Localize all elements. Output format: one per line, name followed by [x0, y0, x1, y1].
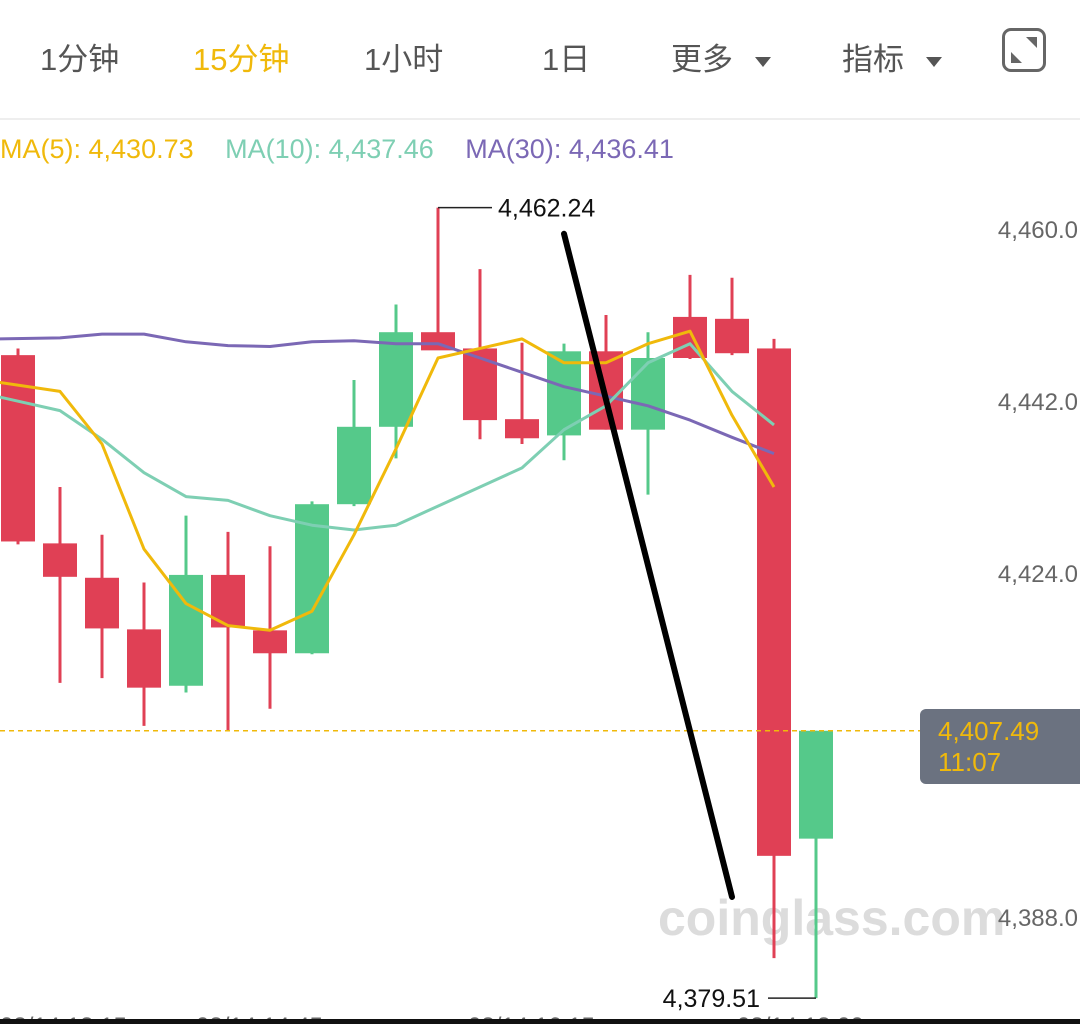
candle-body: [799, 730, 833, 839]
candle[interactable]: [421, 207, 455, 351]
tab-1min[interactable]: 1分钟: [40, 42, 120, 77]
caret-down-icon: [926, 56, 942, 67]
candle[interactable]: [547, 343, 581, 461]
candle[interactable]: [211, 531, 245, 731]
x-tick-label: 08/14 14:45: [196, 1013, 323, 1024]
ma10-legend: MA(10): 4,437.46: [225, 134, 434, 164]
y-tick-label: 4,442.0: [998, 389, 1078, 416]
tab-1day[interactable]: 1日: [542, 42, 591, 77]
high-price-label: 4,462.24: [498, 195, 595, 223]
x-tick-label: 08/14 13:15: [0, 1013, 127, 1024]
low-price-label: 4,379.51: [663, 985, 760, 1013]
candle[interactable]: [337, 379, 371, 507]
ma5-line: [0, 329, 776, 632]
candle[interactable]: [673, 274, 707, 359]
candle[interactable]: [253, 546, 287, 709]
ma-legend: MA(5): 4,430.73 MA(10): 4,437.46 MA(30):…: [0, 134, 698, 165]
fullscreen-button[interactable]: [1002, 28, 1046, 72]
expand-icon: [1011, 37, 1037, 63]
candle-body: [295, 504, 329, 654]
candle[interactable]: [799, 730, 833, 999]
tab-1hour[interactable]: 1小时: [364, 42, 444, 77]
candle-body: [85, 577, 119, 629]
candle[interactable]: [757, 338, 791, 959]
x-tick-label: 08/14 18:00: [737, 1013, 864, 1024]
candle[interactable]: [169, 515, 203, 693]
ma5-legend: MA(5): 4,430.73: [0, 134, 194, 164]
y-tick-label: 4,424.0: [998, 561, 1078, 588]
tab-indicators-dropdown[interactable]: 指标: [842, 34, 942, 79]
candle[interactable]: [85, 534, 119, 679]
candle[interactable]: [295, 501, 329, 655]
y-tick-label: 4,388.0: [998, 905, 1078, 932]
ma30-legend: MA(30): 4,436.41: [465, 134, 674, 164]
caret-down-icon: [755, 56, 771, 67]
candle-body: [253, 630, 287, 654]
candle[interactable]: [505, 342, 539, 444]
bottom-bar: [0, 1019, 1080, 1024]
candle-body: [757, 348, 791, 856]
current-price-tag: 4,407.49 11:07: [920, 709, 1080, 784]
candle-body: [127, 629, 161, 688]
x-tick-label: 08/14 16:15: [468, 1013, 595, 1024]
candle-body: [43, 543, 77, 577]
candle-body: [337, 426, 371, 505]
candle[interactable]: [715, 277, 749, 356]
candle-body: [547, 351, 581, 436]
candle-countdown: 11:07: [938, 747, 1002, 777]
watermark-text: coinglass.com: [658, 890, 1005, 946]
ma30-line: [0, 332, 775, 455]
y-tick-label: 4,460.0: [998, 217, 1078, 244]
candle-body: [379, 332, 413, 427]
drawn-trend-line[interactable]: [561, 230, 735, 900]
tab-more-dropdown[interactable]: 更多: [671, 34, 771, 79]
candle[interactable]: [631, 332, 665, 495]
tab-15min[interactable]: 15分钟: [193, 42, 290, 77]
candle[interactable]: [127, 582, 161, 726]
ma10-line: [0, 342, 775, 532]
candle-body: [505, 419, 539, 439]
candle-body: [169, 574, 203, 686]
current-price-value: 4,407.49: [938, 716, 1040, 746]
candle[interactable]: [43, 487, 77, 683]
candle-body: [715, 318, 749, 354]
candle-body: [631, 358, 665, 430]
timeframe-toolbar: 1分钟 15分钟 1小时 1日 更多 指标: [0, 0, 1080, 120]
candle[interactable]: [1, 348, 35, 545]
candle[interactable]: [379, 304, 413, 459]
